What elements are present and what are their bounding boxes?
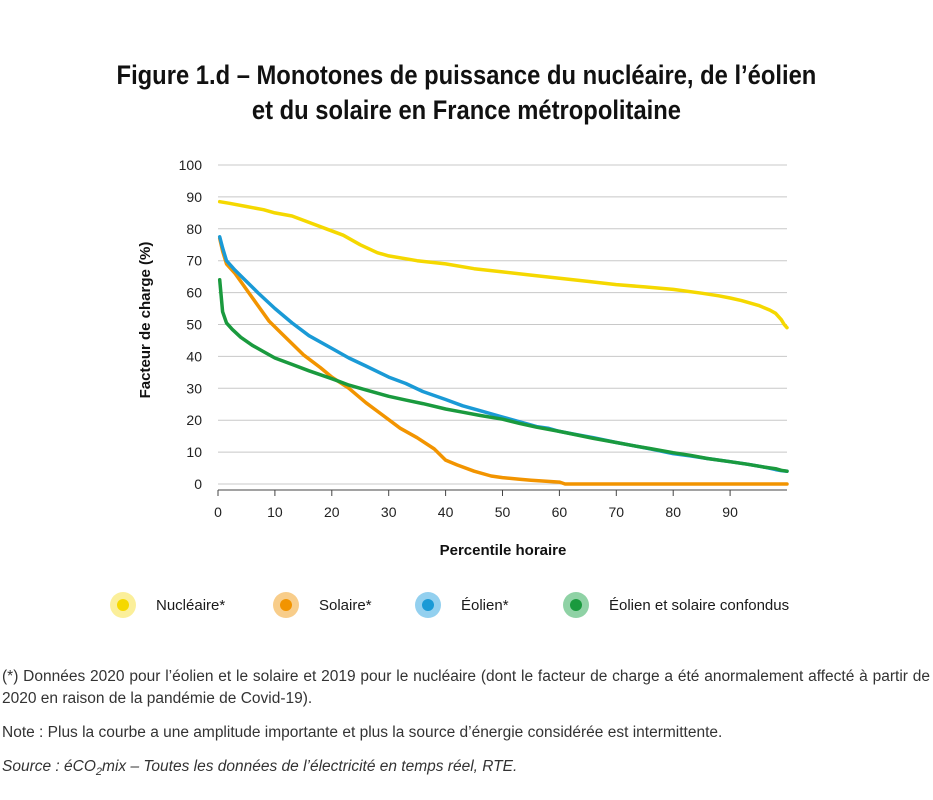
legend-item: Nucléaire* (110, 590, 225, 620)
figure-title-line-2: et du solaire en France métropolitaine (251, 95, 681, 125)
x-tick-label: 60 (552, 504, 568, 520)
x-tick-label: 70 (609, 504, 625, 520)
x-tick-label: 80 (665, 504, 681, 520)
figure-title: Figure 1.d – Monotones de puissance du n… (56, 58, 877, 128)
figure-title-line-1: Figure 1.d – Monotones de puissance du n… (116, 60, 817, 90)
legend-item: Éolien* (415, 590, 509, 620)
y-tick-label: 50 (186, 317, 202, 333)
x-axis-ticks: 0 10 20 30 40 50 60 70 80 90 (214, 489, 787, 520)
y-tick-label: 10 (186, 444, 202, 460)
legend-swatch (563, 592, 589, 618)
y-tick-label: 0 (194, 476, 202, 492)
x-tick-label: 30 (381, 504, 397, 520)
series-line-3 (217, 278, 789, 473)
x-tick-label: 10 (267, 504, 283, 520)
y-tick-label: 20 (186, 412, 202, 428)
line-chart: 0 10 20 30 40 50 60 70 80 90 100 0 10 20 30 40 50 60 70 80… (137, 157, 789, 559)
x-tick-label: 50 (495, 504, 511, 520)
y-tick-label: 80 (186, 221, 202, 237)
legend-item: Solaire* (273, 590, 372, 620)
y-tick-label: 30 (186, 380, 202, 396)
series-line-0 (217, 199, 789, 330)
legend-label: Nucléaire* (156, 596, 226, 614)
source: Source : éCO2mix – Toutes les données de… (2, 756, 930, 783)
notes-block: (*) Données 2020 pour l’éolien et le sol… (2, 666, 930, 795)
x-tick-label: 0 (214, 504, 222, 520)
y-tick-label: 60 (186, 285, 202, 301)
source-prefix: Source : éCO (2, 758, 96, 775)
legend-label: Éolien et solaire confondus (609, 596, 790, 614)
note: Note : Plus la courbe a une amplitude im… (2, 724, 723, 741)
legend-swatch (415, 592, 441, 618)
x-axis-label: Percentile horaire (440, 542, 567, 559)
series-lines (217, 199, 789, 486)
x-tick-label: 20 (324, 504, 340, 520)
y-tick-label: 100 (179, 157, 203, 173)
y-tick-label: 40 (186, 348, 202, 364)
legend-swatch (273, 592, 299, 618)
legend-label: Éolien* (461, 596, 509, 614)
legend-item: Éolien et solaire confondus (563, 590, 789, 620)
source-subscript: 2 (95, 766, 103, 779)
x-tick-label: 40 (438, 504, 454, 520)
legend-label: Solaire* (319, 596, 372, 614)
footnote: (*) Données 2020 pour l’éolien et le sol… (2, 668, 930, 707)
chart-legend: Nucléaire* Solaire* Éolien* Éolien et solai… (0, 590, 933, 620)
legend-swatch (110, 592, 136, 618)
series-line-1 (217, 236, 789, 486)
source-suffix: mix – Toutes les données de l’électricit… (102, 758, 518, 775)
y-axis-ticks: 0 10 20 30 40 50 60 70 80 90 100 (179, 157, 203, 492)
y-tick-label: 70 (186, 253, 202, 269)
y-axis-label: Facteur de charge (%) (137, 242, 154, 399)
x-tick-label: 90 (722, 504, 738, 520)
grid-lines (218, 164, 787, 485)
y-tick-label: 90 (186, 189, 202, 205)
